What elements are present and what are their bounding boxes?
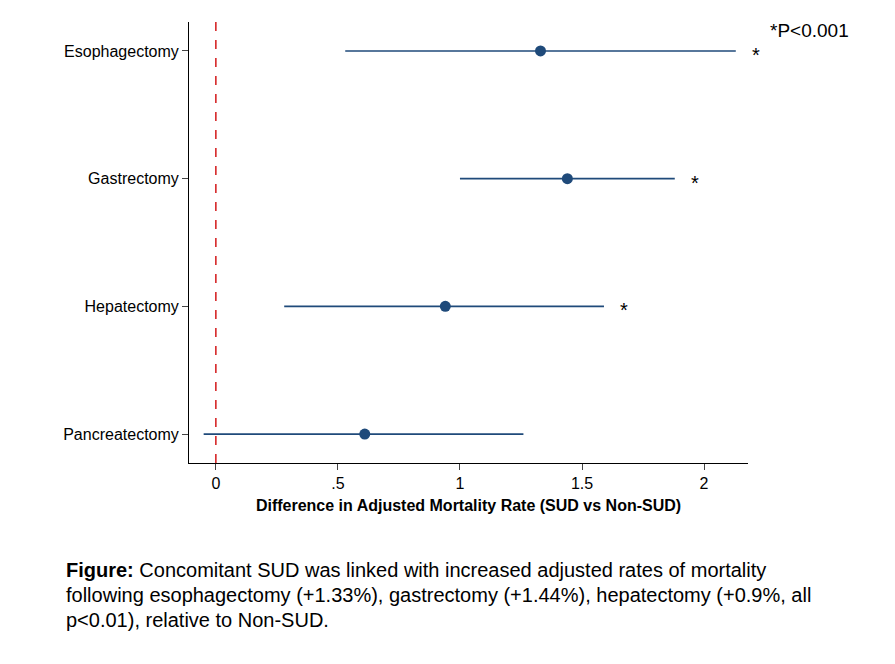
svg-text:*P<0.001: *P<0.001	[770, 20, 849, 41]
svg-text:Gastrectomy: Gastrectomy	[88, 170, 179, 187]
svg-text:*: *	[691, 172, 699, 194]
svg-text:Pancreatectomy: Pancreatectomy	[63, 426, 179, 443]
svg-text:Esophagectomy: Esophagectomy	[64, 43, 179, 60]
html-text:Figure: Concomitant SUD was li: Figure: Concomitant SUD was linked with …	[66, 559, 812, 631]
svg-text:.5: .5	[331, 475, 344, 492]
svg-text:Difference in Adjusted Mortali: Difference in Adjusted Mortality Rate (S…	[256, 497, 681, 514]
svg-text:Hepatectomy: Hepatectomy	[85, 298, 179, 315]
svg-text:*: *	[620, 299, 628, 321]
svg-text:*: *	[752, 44, 760, 66]
svg-text:0: 0	[211, 475, 220, 492]
svg-text:1: 1	[456, 475, 465, 492]
svg-text:2: 2	[700, 475, 709, 492]
svg-text:1.5: 1.5	[571, 475, 593, 492]
